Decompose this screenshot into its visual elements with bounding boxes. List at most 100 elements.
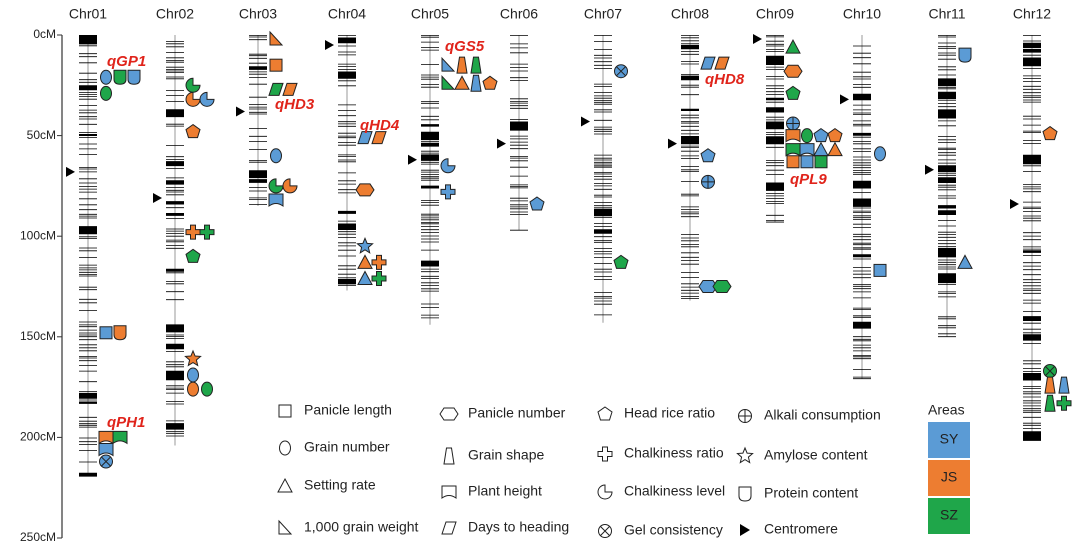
- legend-label: Alkali consumption: [764, 407, 881, 423]
- centromere: [325, 40, 334, 51]
- shape: [113, 325, 127, 341]
- qtl-marker: [712, 280, 732, 293]
- qtl-marker: [785, 129, 801, 143]
- chromosome-name: Chr07: [584, 6, 622, 22]
- legend-icon: [441, 485, 457, 499]
- shape: [199, 91, 215, 107]
- chromosome-name: Chr09: [756, 6, 794, 22]
- qtl-marker: [874, 146, 886, 162]
- qtl-marker: [269, 58, 283, 72]
- shape: [712, 280, 732, 293]
- shape: [185, 248, 201, 263]
- shape: [813, 141, 829, 157]
- legend-label: Head rice ratio: [624, 405, 715, 421]
- shape: [371, 254, 387, 270]
- chromosome-name: Chr03: [239, 6, 277, 22]
- qtl-marker: [357, 131, 373, 145]
- shape: [529, 196, 545, 211]
- shape: [700, 148, 716, 163]
- qtl-marker: [357, 270, 373, 285]
- qtl-marker: [201, 381, 213, 397]
- shape: [597, 406, 613, 421]
- chromosome-bands: [853, 45, 871, 380]
- qtl-label: qHD8: [705, 71, 745, 88]
- shape: [184, 349, 202, 367]
- shape: [277, 477, 293, 493]
- shape: [356, 236, 374, 254]
- qtl-marker: [1043, 364, 1057, 379]
- shape: [279, 440, 291, 456]
- qtl-marker: [783, 64, 803, 78]
- shape: [613, 254, 629, 269]
- qtl-marker: [529, 196, 545, 211]
- qtl-marker: [799, 143, 815, 157]
- chromosome-name: Chr11: [928, 6, 965, 22]
- qtl-marker: [113, 69, 127, 85]
- qtl-marker: [827, 141, 843, 157]
- chromosome-bands: [249, 35, 267, 205]
- qtl-marker: [99, 454, 113, 469]
- qtl-marker: [371, 254, 387, 270]
- shape: [357, 254, 373, 269]
- shape: [357, 131, 373, 145]
- qtl-marker: [100, 69, 112, 85]
- qtl-marker: [785, 143, 801, 157]
- qtl-marker: [786, 116, 800, 131]
- centromere: [1010, 199, 1019, 210]
- qtl-marker: [700, 56, 716, 70]
- legend-icon: [441, 521, 457, 535]
- centromere: [66, 166, 75, 177]
- legend-label: Setting rate: [304, 477, 376, 493]
- chromosome-name: Chr04: [328, 6, 366, 22]
- qtl-marker: [440, 184, 456, 200]
- shape: [282, 178, 298, 194]
- chromosome-name: Chr10: [843, 6, 881, 22]
- qtl-marker: [1042, 125, 1058, 141]
- shape: [439, 407, 459, 421]
- shape: [98, 430, 114, 445]
- shape: [371, 131, 387, 145]
- shape: [101, 456, 111, 467]
- qtl-marker: [371, 131, 387, 145]
- centromere: [153, 192, 162, 203]
- shape: [736, 446, 754, 464]
- qtl-marker: [355, 183, 375, 197]
- shape: [441, 485, 457, 499]
- centromere: [925, 164, 934, 175]
- shape: [1044, 376, 1056, 394]
- area-label: JS: [941, 469, 957, 485]
- qtl-marker: [454, 75, 470, 90]
- qtl-marker: [786, 155, 800, 169]
- chromosome-name: Chr02: [156, 6, 194, 22]
- qtl-marker: [269, 30, 284, 46]
- legend-label: Protein content: [764, 485, 858, 501]
- area-label: SZ: [940, 507, 958, 523]
- shape: [738, 486, 752, 502]
- shape: [597, 446, 613, 462]
- qtl-marker: [127, 69, 141, 85]
- chromosome-name: Chr01: [69, 6, 107, 22]
- shape: [785, 85, 801, 100]
- shape: [185, 224, 201, 240]
- qtl-marker: [199, 91, 215, 107]
- shape: [282, 82, 298, 96]
- centromere: [236, 106, 245, 117]
- legend-icon: [279, 440, 291, 456]
- qtl-marker: [440, 158, 456, 174]
- shape: [814, 155, 828, 169]
- qtl-marker: [187, 381, 199, 397]
- qtl-label: qPH1: [107, 414, 145, 431]
- qtl-label: qGP1: [107, 53, 146, 70]
- shape: [278, 404, 292, 418]
- shape: [100, 85, 112, 101]
- shape: [456, 56, 468, 74]
- shape: [268, 82, 284, 96]
- shape: [597, 484, 613, 500]
- qtl-marker: [441, 75, 456, 90]
- qtl-marker: [185, 77, 201, 93]
- centromere: [840, 94, 849, 105]
- shape: [1058, 376, 1070, 394]
- chromosome-bands: [421, 35, 439, 319]
- qtl-marker: [957, 254, 973, 269]
- shape: [268, 178, 284, 194]
